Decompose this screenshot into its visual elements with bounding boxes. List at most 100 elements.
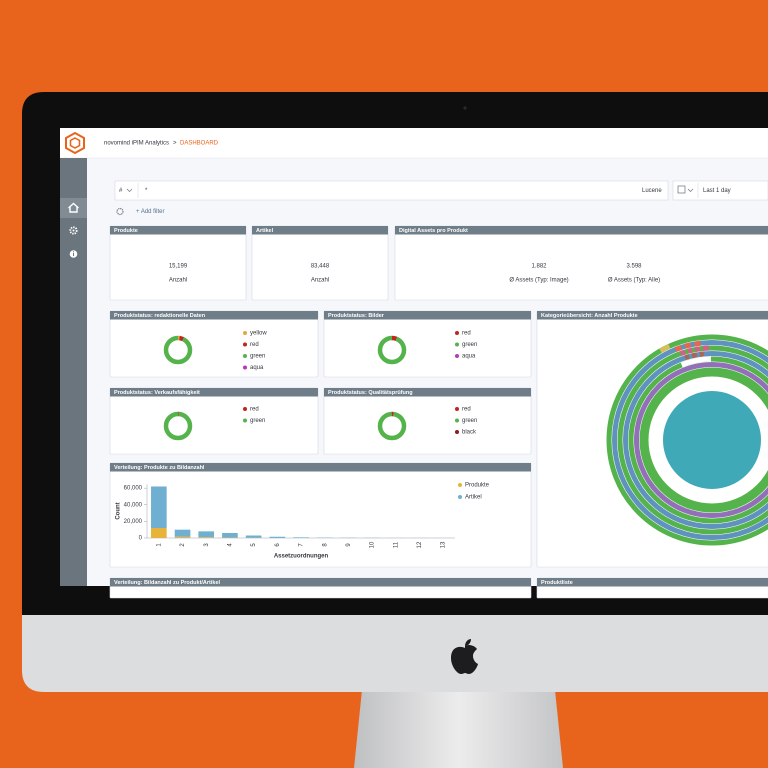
legend-swatch xyxy=(458,495,462,499)
filter-settings-icon[interactable] xyxy=(116,207,124,216)
legend-swatch xyxy=(455,342,459,347)
legend-swatch xyxy=(243,342,247,347)
panel-header xyxy=(110,226,246,235)
y-axis-title: Count xyxy=(116,502,122,519)
metric-value: 3.598 xyxy=(626,264,642,270)
legend-label: Produkte xyxy=(465,483,490,489)
query-input[interactable] xyxy=(114,180,669,201)
bar xyxy=(151,528,167,538)
legend-label: green xyxy=(462,418,477,424)
panel-title: Produktstatus: redaktionelle Daten xyxy=(114,313,206,319)
legend-swatch xyxy=(243,365,247,370)
donut-slice xyxy=(163,411,193,441)
time-range[interactable]: Last 1 day xyxy=(703,188,731,194)
legend-swatch xyxy=(455,354,459,358)
metric-label: Anzahl xyxy=(311,278,329,284)
panel-title: Produkte xyxy=(114,228,138,234)
legend-label: green xyxy=(250,418,265,424)
bar xyxy=(174,529,191,537)
top-bar xyxy=(60,128,768,158)
panel-header xyxy=(110,388,318,397)
bar xyxy=(222,533,238,538)
app-logo[interactable] xyxy=(65,131,85,155)
donut-slice xyxy=(377,335,407,365)
sidebar-active xyxy=(60,198,87,218)
panel-header xyxy=(324,311,531,320)
x-tick-label: 8 xyxy=(322,543,328,547)
legend-swatch xyxy=(243,407,247,411)
y-tick-label: 20,000 xyxy=(124,519,143,525)
language-chevron xyxy=(126,188,133,192)
x-tick-label: 11 xyxy=(393,541,399,548)
legend-swatch xyxy=(455,430,459,434)
bar xyxy=(269,536,286,538)
panel-title: Verteilung: Bildanzahl zu Produkt/Artike… xyxy=(114,580,221,586)
bar xyxy=(151,486,167,529)
legend-swatch xyxy=(243,418,247,423)
y-tick-label: 40,000 xyxy=(124,502,143,508)
panel-title: Produktstatus: Qualitätsprüfung xyxy=(328,390,413,396)
legend-swatch xyxy=(458,483,462,487)
x-axis-title: Assetzuordnungen xyxy=(274,554,329,560)
x-tick-label: 12 xyxy=(417,541,423,548)
bar xyxy=(245,535,262,538)
calendar-icon xyxy=(677,185,686,194)
panel-header xyxy=(110,311,318,320)
panel-header xyxy=(395,226,768,235)
query-language[interactable]: # xyxy=(119,188,123,194)
legend-label: red xyxy=(462,407,471,413)
query-text[interactable]: * xyxy=(145,188,148,194)
metric-value: 1.882 xyxy=(531,264,547,270)
settings-icon[interactable] xyxy=(69,226,78,235)
sunburst xyxy=(606,334,768,546)
panel xyxy=(394,225,768,301)
metric-label: Anzahl xyxy=(169,278,187,284)
legend-swatch xyxy=(243,354,247,358)
legend-label: Artikel xyxy=(465,495,482,501)
panel-title: Verteilung: Produkte zu Bildanzahl xyxy=(114,465,205,471)
donut-slice xyxy=(163,335,193,365)
monitor-chin xyxy=(22,600,768,692)
panel xyxy=(323,387,532,455)
sidebar xyxy=(60,158,87,586)
panel-title: Produktstatus: Verkaufsfähigkeit xyxy=(114,390,200,396)
y-tick-label: 60,000 xyxy=(124,486,143,492)
panel-header xyxy=(110,463,531,472)
legend-label: green xyxy=(250,354,265,360)
legend-swatch xyxy=(243,331,247,335)
bar xyxy=(198,531,215,538)
panel-header xyxy=(252,226,388,235)
legend-label: green xyxy=(462,342,477,348)
time-picker[interactable] xyxy=(672,180,768,201)
metric-value: 15,199 xyxy=(169,264,188,270)
metric-label: Ø Assets (Typ: Image) xyxy=(509,278,568,284)
panel xyxy=(323,310,532,378)
add-filter[interactable]: + Add filter xyxy=(136,209,165,215)
bar xyxy=(198,537,215,538)
legend-label: red xyxy=(462,331,471,337)
info-icon[interactable] xyxy=(69,250,78,258)
apple-logo xyxy=(451,639,478,674)
donut-slice xyxy=(377,411,407,441)
panel xyxy=(109,462,532,568)
monitor-stand xyxy=(354,690,563,768)
home-icon[interactable] xyxy=(68,202,79,213)
legend-label: yellow xyxy=(250,331,267,337)
metric-value: 83,448 xyxy=(311,264,330,270)
breadcrumb-separator: > xyxy=(173,141,177,147)
x-tick-label: 2 xyxy=(180,543,186,547)
time-chevron xyxy=(687,188,694,192)
query-syntax[interactable]: Lucene xyxy=(642,188,662,194)
panel-title: Digital Assets pro Produkt xyxy=(399,228,468,234)
panel xyxy=(109,310,319,378)
breadcrumb-app[interactable]: novomind iPIM Analytics xyxy=(104,141,169,147)
panel-title: Produktstatus: Bilder xyxy=(328,313,385,319)
legend-label: aqua xyxy=(250,365,264,371)
legend-label: black xyxy=(462,430,477,436)
panel xyxy=(109,387,319,455)
panel-title: Produktliste xyxy=(541,580,573,586)
panel-header xyxy=(110,578,531,587)
x-tick-label: 4 xyxy=(228,543,234,547)
